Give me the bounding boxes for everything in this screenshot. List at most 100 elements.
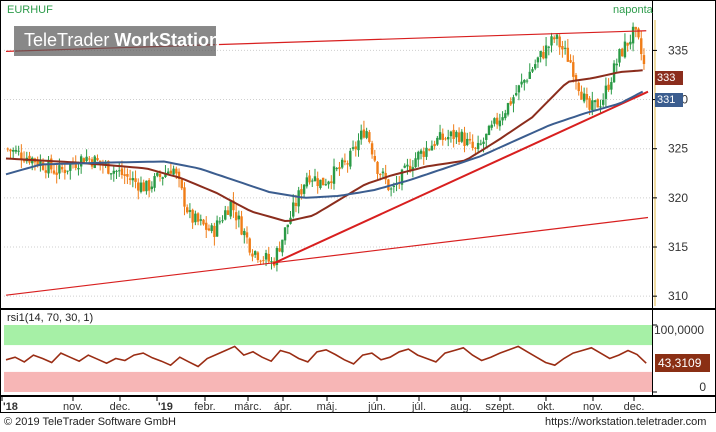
candle-body [120, 168, 124, 176]
candle-body [245, 232, 249, 238]
candle-body [504, 113, 507, 119]
candle-body [142, 182, 145, 192]
candle-body [528, 71, 531, 79]
candle-body [534, 64, 537, 69]
candle-body [126, 174, 129, 177]
last-value-badge-short: 333 [655, 71, 683, 85]
candle-body [593, 100, 597, 103]
candle-body [419, 150, 423, 154]
candle-body [311, 180, 314, 182]
candle-body [553, 37, 556, 40]
candle-body [6, 148, 9, 150]
candle-body [213, 225, 216, 237]
rsi-title[interactable]: rsi1(14, 70, 30, 1) [7, 312, 94, 324]
candle-body [164, 173, 167, 178]
candle-body [205, 222, 208, 230]
candle-body [77, 167, 80, 170]
candle-body [449, 131, 453, 137]
candle-body [256, 252, 260, 260]
candle-body [577, 82, 580, 92]
candle-body [115, 170, 118, 172]
price-tick-label: 310 [668, 289, 688, 303]
candle-body [11, 149, 15, 152]
candle-body [177, 171, 181, 179]
candle-body [262, 260, 265, 262]
candle-body [332, 166, 336, 184]
candle-body [591, 100, 594, 111]
candle-body [444, 138, 447, 140]
candle-body [474, 147, 477, 149]
candle-body [640, 38, 643, 55]
candles [6, 22, 646, 272]
candle-body [224, 210, 227, 220]
candle-body [202, 219, 205, 225]
candle-body [66, 170, 69, 172]
candle-body [259, 260, 262, 262]
candle-body [82, 158, 86, 163]
candle-body [131, 178, 135, 181]
candle-body [221, 220, 224, 222]
candle-body [20, 152, 23, 160]
candle-body [74, 163, 77, 168]
candle-body [596, 99, 599, 108]
candle-body [618, 49, 621, 63]
candle-body [316, 178, 319, 187]
candle-body [346, 163, 349, 165]
candle-body [199, 219, 202, 221]
candle-body [621, 48, 624, 57]
candle-body [63, 169, 67, 174]
moving-average-long [5, 90, 644, 199]
candle-body [52, 170, 56, 174]
candle-body [387, 179, 390, 191]
candle-body [183, 187, 186, 207]
candle-body [498, 120, 502, 127]
candle-body [482, 141, 485, 144]
footer-url[interactable]: https://workstation.teletrader.com [545, 416, 707, 428]
candle-body [60, 166, 64, 170]
price-tick-label: 315 [668, 240, 688, 254]
time-tick-label: dec. [110, 401, 131, 413]
candle-body [441, 133, 444, 141]
candle-body [485, 133, 488, 140]
candle-body [232, 200, 235, 211]
candle-body [509, 101, 512, 105]
candle-body [585, 94, 589, 100]
candle-body [137, 182, 140, 191]
candle-body [270, 261, 273, 263]
candle-body [615, 63, 618, 66]
candle-body [118, 170, 121, 172]
candle-body [161, 177, 164, 179]
last-value-badge-long: 331 [655, 93, 683, 107]
time-tick-label: szept. [485, 401, 514, 413]
time-tick-label: jún. [367, 401, 386, 413]
candle-body [466, 138, 469, 146]
candle-body [340, 159, 344, 168]
candle-body [425, 147, 428, 157]
candle-body [22, 159, 26, 162]
candle-body [525, 80, 529, 82]
candle-body [139, 182, 143, 192]
candle-body [476, 142, 480, 150]
candle-body [275, 248, 279, 265]
candle-body [297, 190, 300, 207]
rsi-overbought-band [4, 325, 652, 346]
candle-body [156, 172, 159, 176]
symbol-label[interactable]: EURHUF [7, 4, 53, 16]
candle-body [468, 138, 472, 141]
candle-body [566, 47, 570, 62]
candle-body [188, 210, 192, 212]
candle-body [226, 210, 230, 215]
candle-body [436, 137, 439, 145]
period-label[interactable]: naponta [613, 4, 653, 16]
candle-body [523, 80, 526, 83]
candle-body [109, 173, 113, 175]
candle-body [506, 103, 510, 115]
candle-body [294, 202, 298, 207]
candle-body [501, 117, 504, 121]
rsi-tick-label: 0 [699, 380, 706, 394]
candle-body [128, 178, 132, 180]
candle-body [520, 81, 523, 85]
candle-body [134, 178, 137, 182]
time-tick-label: febr. [194, 401, 215, 413]
candle-body [365, 131, 368, 138]
